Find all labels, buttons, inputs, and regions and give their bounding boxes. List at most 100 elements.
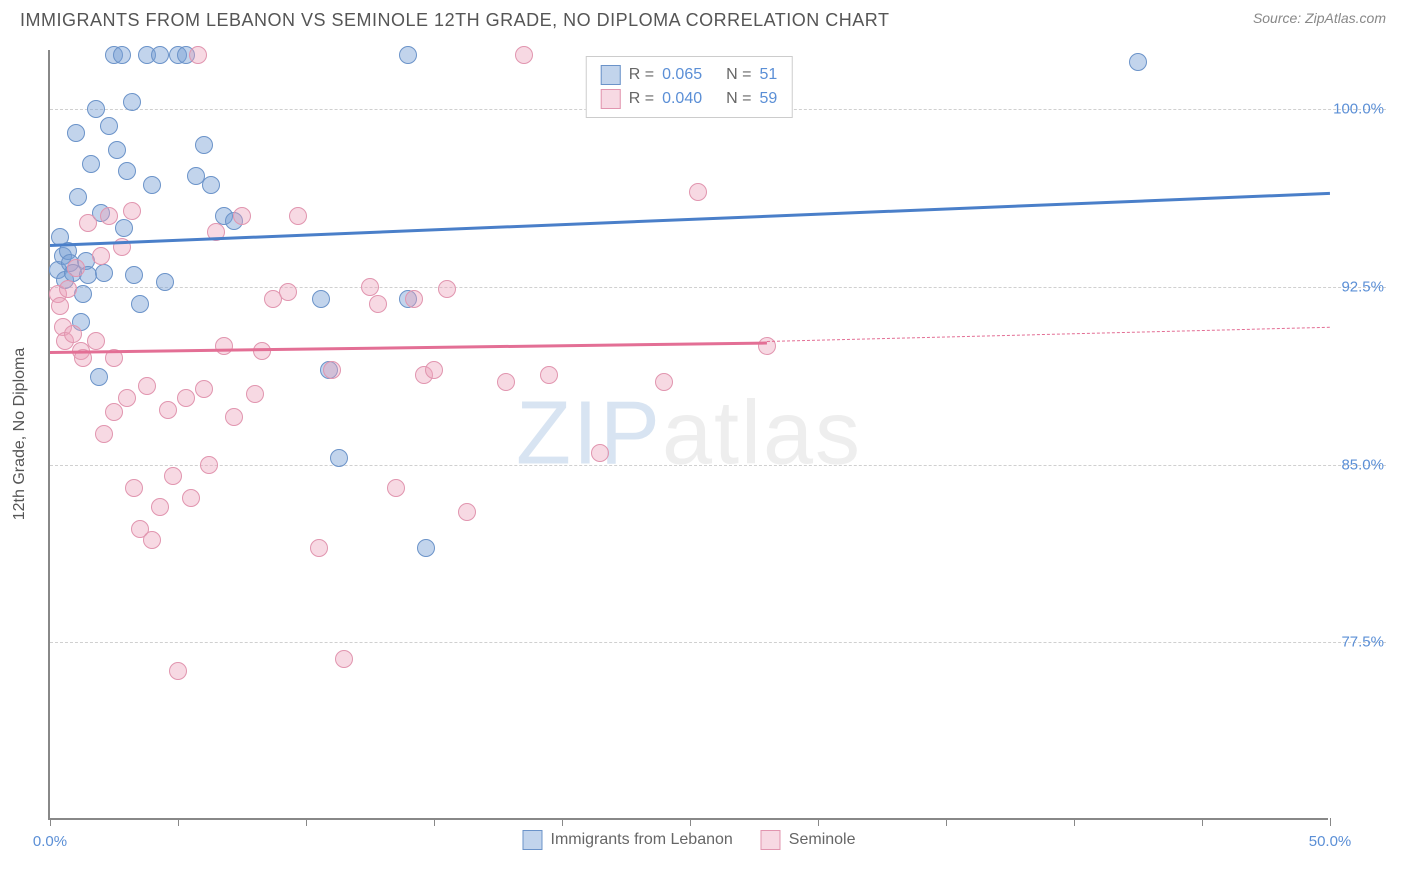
scatter-point-seminole — [458, 503, 476, 521]
x-tick — [178, 818, 179, 826]
legend-r-value: 0.065 — [662, 66, 702, 84]
legend-n-value: 59 — [759, 90, 777, 108]
legend-item-lebanon: Immigrants from Lebanon — [522, 830, 732, 850]
scatter-point-lebanon — [156, 273, 174, 291]
scatter-point-lebanon — [118, 162, 136, 180]
trend-line-dash — [767, 327, 1330, 342]
scatter-point-seminole — [59, 280, 77, 298]
y-axis-label: 12th Grade, No Diploma — [11, 348, 29, 521]
scatter-point-lebanon — [95, 264, 113, 282]
scatter-point-lebanon — [69, 188, 87, 206]
scatter-point-seminole — [195, 380, 213, 398]
scatter-point-lebanon — [74, 285, 92, 303]
scatter-point-seminole — [105, 403, 123, 421]
x-tick-label: 0.0% — [33, 833, 67, 850]
scatter-point-lebanon — [417, 539, 435, 557]
scatter-point-seminole — [87, 332, 105, 350]
scatter-point-seminole — [159, 401, 177, 419]
scatter-point-seminole — [51, 297, 69, 315]
y-tick-label: 77.5% — [1328, 634, 1384, 651]
x-tick — [690, 818, 691, 826]
scatter-point-seminole — [189, 46, 207, 64]
grid-line — [50, 287, 1386, 288]
scatter-point-seminole — [253, 342, 271, 360]
watermark-zip: ZIP — [516, 384, 662, 484]
y-tick-label: 85.0% — [1328, 456, 1384, 473]
scatter-point-lebanon — [113, 46, 131, 64]
legend-n-label: N = — [726, 90, 751, 108]
watermark: ZIPatlas — [516, 383, 862, 486]
chart-title: IMMIGRANTS FROM LEBANON VS SEMINOLE 12TH… — [20, 10, 889, 31]
legend-swatch-lebanon-bottom — [522, 830, 542, 850]
scatter-point-seminole — [64, 325, 82, 343]
scatter-point-seminole — [279, 283, 297, 301]
scatter-point-lebanon — [151, 46, 169, 64]
scatter-point-lebanon — [87, 100, 105, 118]
scatter-point-seminole — [246, 385, 264, 403]
legend-r-label: R = — [629, 66, 654, 84]
trend-line — [50, 341, 767, 353]
x-tick-label: 50.0% — [1309, 833, 1352, 850]
x-tick — [306, 818, 307, 826]
legend-n-label: N = — [726, 66, 751, 84]
legend-swatch-lebanon — [601, 65, 621, 85]
scatter-point-lebanon — [115, 219, 133, 237]
scatter-point-seminole — [405, 290, 423, 308]
x-tick — [818, 818, 819, 826]
legend-swatch-seminole — [601, 89, 621, 109]
scatter-point-lebanon — [312, 290, 330, 308]
scatter-point-seminole — [289, 207, 307, 225]
x-tick — [946, 818, 947, 826]
scatter-point-seminole — [515, 46, 533, 64]
legend-r-value: 0.040 — [662, 90, 702, 108]
legend-bottom: Immigrants from Lebanon Seminole — [522, 830, 855, 850]
scatter-point-seminole — [591, 444, 609, 462]
scatter-point-seminole — [497, 373, 515, 391]
scatter-point-seminole — [125, 479, 143, 497]
grid-line — [50, 465, 1386, 466]
scatter-point-seminole — [438, 280, 456, 298]
scatter-point-lebanon — [330, 449, 348, 467]
scatter-point-seminole — [95, 425, 113, 443]
legend-r-label: R = — [629, 90, 654, 108]
scatter-point-seminole — [79, 214, 97, 232]
scatter-point-seminole — [92, 247, 110, 265]
scatter-point-lebanon — [108, 141, 126, 159]
scatter-point-seminole — [143, 531, 161, 549]
legend-label-lebanon: Immigrants from Lebanon — [550, 831, 732, 849]
x-tick — [434, 818, 435, 826]
scatter-point-seminole — [361, 278, 379, 296]
scatter-point-seminole — [215, 337, 233, 355]
legend-swatch-seminole-bottom — [761, 830, 781, 850]
scatter-point-lebanon — [131, 295, 149, 313]
scatter-point-seminole — [169, 662, 187, 680]
legend-top: R = 0.065 N = 51 R = 0.040 N = 59 — [586, 56, 793, 118]
scatter-point-lebanon — [143, 176, 161, 194]
x-tick — [1202, 818, 1203, 826]
x-tick — [1330, 818, 1331, 826]
scatter-point-seminole — [138, 377, 156, 395]
scatter-point-seminole — [233, 207, 251, 225]
scatter-point-seminole — [387, 479, 405, 497]
scatter-point-seminole — [540, 366, 558, 384]
scatter-point-lebanon — [399, 46, 417, 64]
scatter-point-seminole — [323, 361, 341, 379]
y-tick-label: 92.5% — [1328, 278, 1384, 295]
scatter-point-lebanon — [123, 93, 141, 111]
y-tick-label: 100.0% — [1328, 101, 1384, 118]
legend-item-seminole: Seminole — [761, 830, 856, 850]
scatter-point-lebanon — [90, 368, 108, 386]
scatter-point-seminole — [177, 389, 195, 407]
source-attribution: Source: ZipAtlas.com — [1253, 10, 1386, 26]
scatter-point-seminole — [200, 456, 218, 474]
scatter-point-lebanon — [1129, 53, 1147, 71]
scatter-point-seminole — [100, 207, 118, 225]
legend-row-lebanon: R = 0.065 N = 51 — [601, 63, 778, 87]
x-tick — [1074, 818, 1075, 826]
scatter-point-seminole — [225, 408, 243, 426]
x-tick — [50, 818, 51, 826]
plot-area: ZIPatlas 77.5%85.0%92.5%100.0% R = 0.065… — [48, 50, 1328, 820]
chart-container: ZIPatlas 77.5% 85.0% 92.5% 100.0% R = 0.065… — [48, 50, 1384, 820]
legend-n-value: 51 — [759, 66, 777, 84]
grid-line — [50, 642, 1386, 643]
